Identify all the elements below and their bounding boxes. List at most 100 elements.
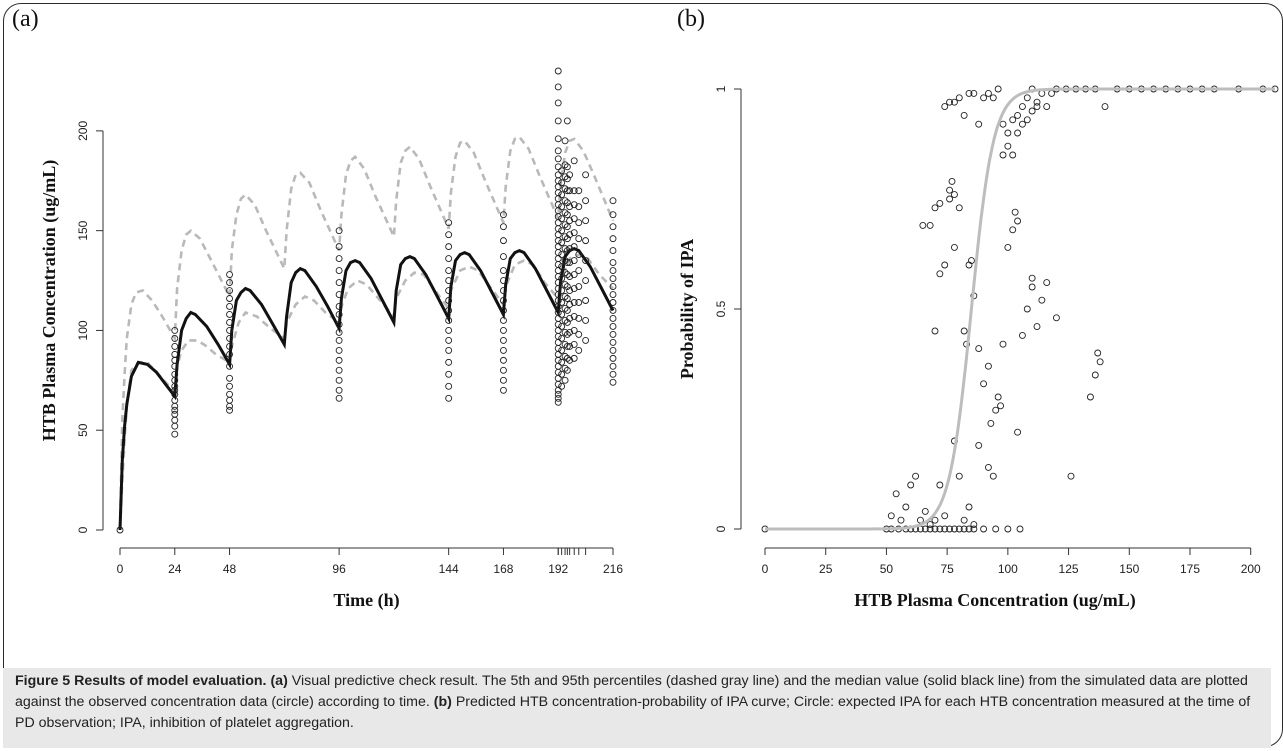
observed-point bbox=[563, 295, 571, 302]
observed-point bbox=[936, 270, 944, 278]
observed-point bbox=[575, 283, 583, 290]
observed-point bbox=[335, 386, 343, 394]
observed-point bbox=[499, 336, 507, 344]
observed-point bbox=[575, 315, 583, 322]
observed-point bbox=[919, 221, 927, 229]
observed-point bbox=[566, 187, 574, 195]
observed-point bbox=[609, 283, 617, 290]
observed-point bbox=[561, 173, 569, 181]
observed-point bbox=[554, 171, 562, 179]
observed-point bbox=[566, 217, 574, 225]
observed-point bbox=[554, 394, 562, 402]
observed-point bbox=[561, 209, 569, 217]
observed-point bbox=[554, 83, 562, 91]
observed-point bbox=[1086, 393, 1094, 401]
observed-point bbox=[335, 267, 343, 275]
observed-point bbox=[941, 261, 949, 269]
observed-point bbox=[994, 393, 1002, 401]
observed-point bbox=[950, 243, 958, 251]
observed-point bbox=[980, 94, 988, 102]
observed-point bbox=[499, 277, 507, 284]
observed-point bbox=[561, 317, 569, 324]
observed-point bbox=[561, 328, 569, 336]
observed-point bbox=[563, 211, 571, 219]
observed-point bbox=[609, 235, 617, 243]
observed-point bbox=[931, 204, 939, 212]
observed-point bbox=[563, 342, 571, 350]
y-tick-label: 0 bbox=[76, 526, 90, 533]
observed-point bbox=[335, 311, 343, 318]
observed-point bbox=[561, 269, 569, 277]
observed-point bbox=[226, 374, 234, 382]
observed-point bbox=[558, 191, 566, 199]
observed-point bbox=[554, 135, 562, 143]
x-tick-label: 100 bbox=[998, 562, 1018, 576]
observed-point bbox=[561, 364, 569, 372]
observed-point bbox=[941, 525, 949, 533]
observed-point bbox=[931, 525, 939, 533]
x-tick-label: 216 bbox=[603, 562, 623, 576]
panel-a-chart: 0 24 48 96 144 168 192 216 0 50 100 150 200 Time (h) H… bbox=[39, 67, 623, 611]
observed-point bbox=[1014, 129, 1022, 137]
observed-point bbox=[960, 111, 968, 119]
observed-point bbox=[575, 346, 583, 354]
observed-point bbox=[445, 287, 453, 294]
observed-point bbox=[226, 402, 234, 410]
observed-point bbox=[499, 287, 507, 294]
observed-point bbox=[554, 326, 562, 334]
observed-point bbox=[335, 356, 343, 364]
observed-point bbox=[499, 356, 507, 364]
y-tick-label: 0 bbox=[714, 525, 728, 532]
observed-point bbox=[1023, 94, 1031, 102]
observed-point bbox=[960, 327, 968, 335]
observed-point bbox=[554, 163, 562, 171]
observed-point bbox=[171, 370, 179, 378]
y-tick-label: 1 bbox=[714, 85, 728, 92]
observed-point bbox=[921, 507, 929, 515]
observed-point bbox=[1016, 525, 1024, 533]
observed-point bbox=[970, 521, 978, 529]
observed-point bbox=[1014, 428, 1022, 436]
panel-b-chart: 0 25 50 75 100 125 150 175 200 0 0.5 1 HTB Plasma Co… bbox=[677, 85, 1279, 611]
observed-point bbox=[566, 231, 574, 239]
observed-point bbox=[1028, 283, 1036, 291]
observed-point bbox=[563, 307, 571, 314]
observed-point bbox=[171, 430, 179, 438]
observed-point bbox=[171, 386, 179, 394]
observed-point bbox=[575, 330, 583, 338]
observed-point bbox=[1038, 296, 1046, 304]
observed-point bbox=[171, 342, 179, 350]
observed-point bbox=[563, 235, 571, 243]
observed-point bbox=[561, 281, 569, 288]
observed-point bbox=[561, 221, 569, 229]
percentile-line bbox=[118, 135, 615, 531]
observed-point bbox=[970, 525, 978, 533]
observed-point bbox=[335, 303, 343, 310]
x-axis-label: Time (h) bbox=[333, 590, 399, 611]
observed-point bbox=[912, 472, 920, 480]
observed-point bbox=[1043, 279, 1051, 287]
observed-point bbox=[554, 99, 562, 107]
observed-point bbox=[554, 231, 562, 239]
observed-point bbox=[558, 275, 566, 282]
observed-point bbox=[946, 186, 954, 194]
observed-point bbox=[570, 313, 578, 320]
observed-point bbox=[554, 315, 562, 322]
observed-point bbox=[970, 89, 978, 97]
observed-point bbox=[965, 503, 973, 511]
x-tick-label: 24 bbox=[168, 562, 182, 576]
observed-point bbox=[563, 247, 571, 255]
percentile-line bbox=[118, 253, 614, 531]
observed-point bbox=[967, 257, 975, 265]
observed-point bbox=[609, 378, 617, 386]
observed-point bbox=[171, 406, 179, 414]
observed-point bbox=[226, 396, 234, 404]
observed-point bbox=[1018, 120, 1026, 128]
observed-point bbox=[445, 231, 453, 239]
observed-point bbox=[570, 354, 578, 362]
observed-point bbox=[902, 503, 910, 511]
observed-point bbox=[499, 307, 507, 314]
observed-point bbox=[335, 320, 343, 328]
observed-point bbox=[575, 187, 583, 195]
observed-point bbox=[561, 257, 569, 265]
